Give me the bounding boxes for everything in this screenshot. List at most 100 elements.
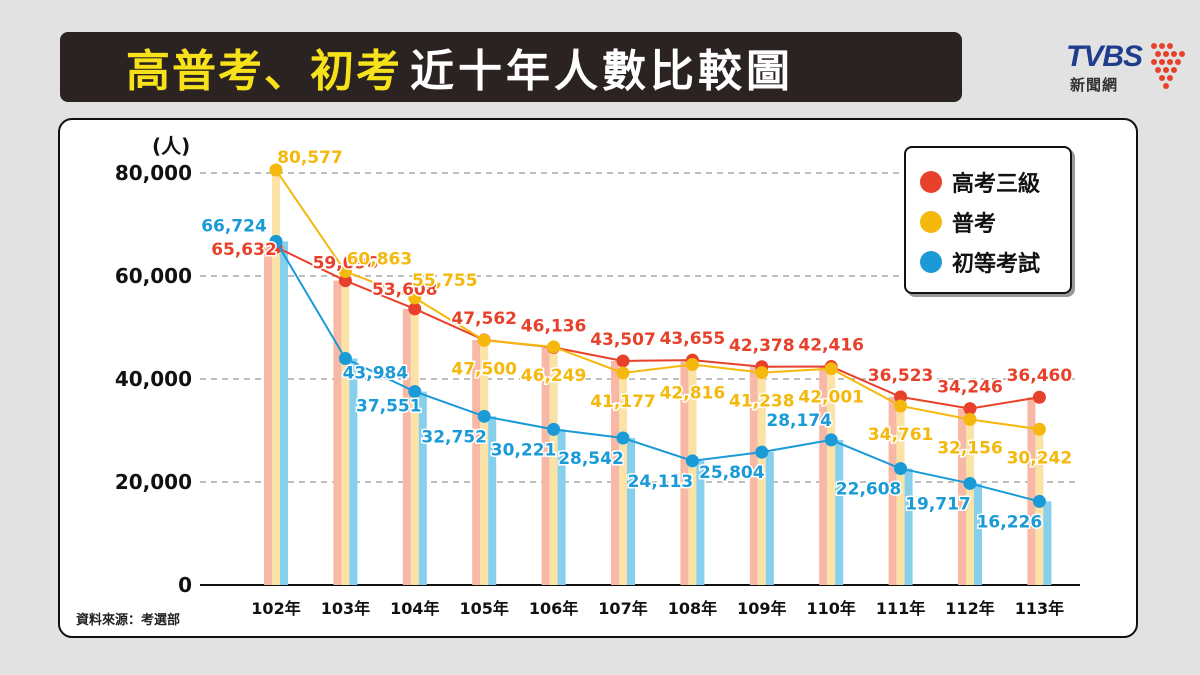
data-point-1 — [408, 291, 422, 305]
x-tick-label: 113年 — [1015, 599, 1064, 618]
data-point-1 — [1032, 422, 1046, 436]
data-point-2 — [338, 351, 352, 365]
data-point-2 — [824, 433, 838, 447]
bar-0 — [472, 340, 481, 585]
y-tick-label: 40,000 — [115, 367, 192, 391]
data-label-2: 28,542 — [558, 449, 624, 469]
data-label-0: 53,608 — [372, 280, 438, 300]
bar-1 — [272, 170, 280, 585]
legend-item-chukao: 初等考試 — [920, 242, 1070, 282]
x-tick-label: 112年 — [945, 599, 994, 618]
data-label-0: 43,507 — [590, 330, 656, 350]
bar-1 — [896, 405, 905, 585]
data-label-2: 37,551 — [356, 397, 422, 417]
data-label-1: 60,863 — [347, 250, 413, 270]
data-label-1: 46,249 — [521, 366, 587, 386]
data-label-1: 42,001 — [798, 388, 864, 408]
bar-2 — [280, 241, 288, 585]
logo-sub: 新聞網 — [1070, 76, 1119, 94]
data-point-2 — [963, 476, 977, 490]
data-point-1 — [338, 265, 352, 279]
data-point-1 — [685, 357, 699, 371]
data-label-0: 36,523 — [868, 366, 934, 386]
data-point-2 — [1032, 494, 1046, 508]
bar-1 — [757, 372, 766, 585]
data-point-0 — [616, 354, 630, 368]
title-bar: 高普考、初考 近十年人數比較圖 — [60, 32, 962, 102]
data-label-0: 59,096 — [313, 254, 379, 274]
data-label-0: 43,655 — [660, 329, 726, 349]
data-label-2: 32,752 — [421, 427, 487, 447]
data-point-1 — [269, 163, 283, 177]
bar-1 — [341, 271, 350, 585]
y-tick-label: 0 — [178, 573, 192, 597]
x-tick-label: 104年 — [390, 599, 439, 618]
data-label-2: 66,724 — [201, 216, 267, 236]
legend-label-gaokao: 高考三級 — [952, 172, 1041, 197]
bar-0 — [402, 308, 411, 585]
bar-2 — [627, 438, 635, 585]
data-point-2 — [547, 422, 561, 436]
bar-2 — [835, 439, 844, 585]
bar-1 — [619, 372, 627, 585]
data-point-2 — [269, 234, 283, 248]
legend-dot-gaokao — [920, 171, 942, 193]
bar-2 — [765, 452, 774, 585]
y-tick-label: 80,000 — [115, 161, 192, 185]
x-tick-label: 109年 — [737, 599, 786, 618]
data-point-0 — [894, 390, 908, 404]
bar-2 — [488, 416, 497, 585]
data-label-2: 16,226 — [977, 512, 1043, 532]
x-tick-label: 111年 — [876, 599, 925, 618]
x-tick-label: 108年 — [668, 599, 717, 618]
series-line-1 — [275, 169, 1040, 431]
x-tick-label: 103年 — [321, 599, 370, 618]
bar-2 — [418, 391, 427, 585]
data-label-1: 30,242 — [1007, 448, 1073, 468]
bar-1 — [966, 419, 974, 585]
legend-label-pukao: 普考 — [952, 212, 997, 237]
bar-2 — [974, 483, 982, 585]
data-point-0 — [338, 274, 352, 288]
series-line-2 — [275, 240, 1040, 503]
bar-2 — [696, 460, 705, 585]
data-point-0 — [963, 402, 977, 416]
bar-0 — [958, 408, 966, 585]
source-note: 資料來源：考選部 — [76, 613, 181, 628]
bar-0 — [680, 360, 689, 585]
data-point-0 — [1032, 390, 1046, 404]
data-point-1 — [824, 362, 838, 376]
data-label-0: 65,632 — [211, 240, 277, 260]
data-label-2: 25,804 — [699, 463, 765, 483]
x-tick-label: 105年 — [459, 599, 508, 618]
data-label-2: 19,717 — [905, 494, 971, 514]
data-point-2 — [408, 385, 422, 399]
x-tick-label: 102年 — [251, 599, 300, 618]
bar-0 — [333, 280, 342, 585]
data-point-1 — [547, 340, 561, 354]
bar-2 — [1043, 501, 1052, 585]
legend-dot-pukao — [920, 211, 942, 233]
y-tick-label: 20,000 — [115, 470, 192, 494]
data-label-1: 42,816 — [660, 383, 726, 403]
title-rest: 近十年人數比較圖 — [410, 46, 794, 97]
data-label-0: 47,562 — [451, 309, 517, 329]
x-tick-label: 107年 — [598, 599, 647, 618]
legend: 高考三級 普考 初等考試 — [904, 146, 1072, 294]
title-highlight: 高普考、初考 — [126, 46, 402, 97]
data-point-1 — [755, 366, 769, 380]
legend-label-chukao: 初等考試 — [952, 252, 1041, 277]
data-point-1 — [894, 399, 908, 413]
bar-2 — [349, 358, 358, 585]
y-tick-label: 60,000 — [115, 264, 192, 288]
data-label-1: 41,177 — [590, 392, 656, 412]
data-label-0: 36,460 — [1007, 366, 1073, 386]
data-point-1 — [616, 366, 630, 380]
bar-0 — [888, 396, 897, 585]
bar-1 — [688, 364, 697, 585]
data-point-2 — [755, 445, 769, 459]
bar-2 — [904, 468, 913, 585]
bar-0 — [264, 246, 272, 586]
data-label-2: 30,221 — [491, 440, 557, 460]
